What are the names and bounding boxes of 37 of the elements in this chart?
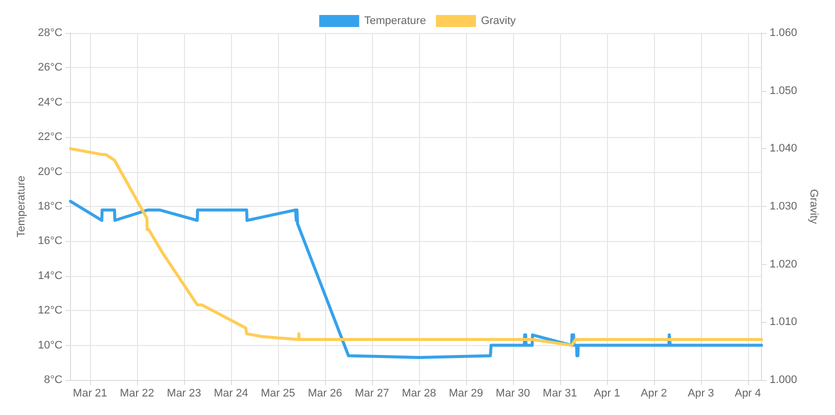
y-tick-label: 24°C — [38, 96, 63, 108]
x-tick-label: Mar 28 — [402, 388, 436, 400]
y2-tick-label: 1.040 — [770, 142, 798, 155]
y-tick-label: 26°C — [38, 62, 63, 74]
x-tick-label: Apr 3 — [688, 388, 714, 400]
x-tick-label: Mar 25 — [260, 388, 296, 400]
x-tick-label: Mar 29 — [448, 388, 484, 400]
x-tick-label: Mar 21 — [72, 388, 108, 400]
y2-tick-label: 1.010 — [770, 316, 798, 328]
x-tick-label: Mar 27 — [354, 388, 390, 400]
y-axis-title: Temperature — [16, 176, 28, 238]
y2-tick-label: 1.060 — [770, 27, 798, 39]
y-tick-label: 10°C — [38, 339, 63, 352]
x-tick-label: Mar 22 — [120, 388, 154, 400]
x-tick-label: Mar 30 — [496, 388, 530, 400]
y-tick-label: 18°C — [38, 200, 63, 212]
y-tick-label: 16°C — [38, 235, 63, 248]
y-tick-label: 12°C — [38, 304, 63, 317]
y2-tick-label: 1.000 — [770, 374, 798, 386]
y2-tick-label: 1.050 — [770, 84, 798, 97]
x-tick-label: Apr 4 — [734, 388, 762, 400]
y-tick-label: 14°C — [38, 270, 63, 282]
y2-tick-label: 1.020 — [770, 258, 798, 270]
y-tick-label: 28°C — [38, 27, 63, 39]
y-tick-label: 8°C — [44, 374, 63, 386]
x-tick-label: Mar 24 — [214, 388, 248, 400]
y-tick-label: 20°C — [38, 166, 63, 178]
y2-tick-label: 1.030 — [770, 200, 798, 212]
y-tick-label: 22°C — [38, 131, 63, 144]
x-tick-label: Mar 23 — [166, 388, 202, 400]
legend-label: Gravity — [480, 15, 516, 27]
x-tick-label: Apr 1 — [594, 388, 620, 400]
x-tick-label: Mar 26 — [308, 388, 342, 400]
x-tick-label: Mar 31 — [542, 388, 578, 400]
legend-label: Temperature — [364, 15, 426, 27]
y2-axis-title: Gravity — [808, 189, 820, 224]
x-tick-label: Apr 2 — [640, 388, 668, 400]
